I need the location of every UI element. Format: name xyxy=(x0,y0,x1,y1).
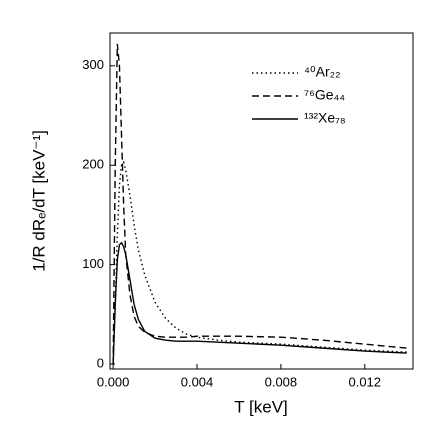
y-tick-label: 0 xyxy=(97,355,104,370)
x-axis-label: T [keV] xyxy=(234,397,288,416)
x-tick-label: 0.004 xyxy=(181,374,214,389)
x-tick-label: 0.008 xyxy=(265,374,298,389)
series-line xyxy=(112,43,407,365)
plot-frame xyxy=(109,32,414,370)
y-tick-label: 300 xyxy=(82,57,104,72)
x-tick-label: 0.000 xyxy=(97,374,130,389)
legend-text: ⁷⁶Ge₄₄ xyxy=(304,87,345,103)
x-tick-label: 0.012 xyxy=(348,374,381,389)
series-line xyxy=(112,160,407,365)
series-line xyxy=(112,241,407,365)
legend-text: ¹³²Xe₇₈ xyxy=(304,110,346,126)
legend-text: ⁴⁰Ar₂₂ xyxy=(304,64,341,80)
y-tick-label: 200 xyxy=(82,157,104,172)
y-tick-label: 100 xyxy=(82,256,104,271)
y-axis-label: 1/R dRₑ/dT [keV⁻¹] xyxy=(29,130,48,272)
